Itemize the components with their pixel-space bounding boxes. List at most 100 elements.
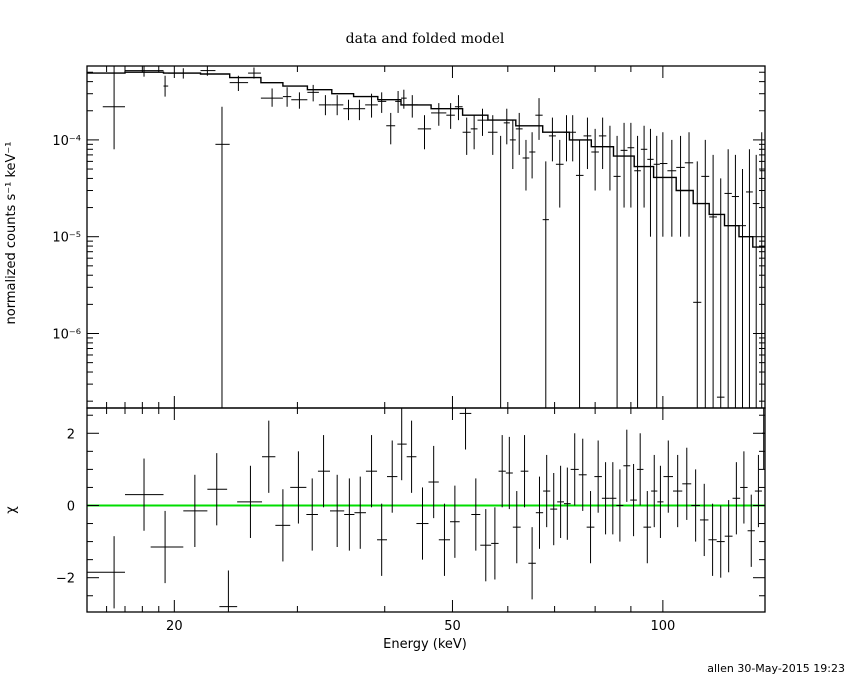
data-point — [470, 115, 478, 150]
residual-point — [708, 503, 717, 576]
data-point — [386, 112, 396, 145]
data-point — [462, 117, 471, 155]
residual-point — [535, 476, 544, 549]
residual-point — [428, 445, 439, 519]
residual-point — [716, 505, 725, 578]
data-point — [406, 95, 418, 118]
data-point — [738, 169, 746, 408]
data-point — [331, 95, 344, 116]
data-point — [400, 89, 407, 109]
residual-point — [275, 489, 291, 562]
data-point — [446, 103, 455, 129]
data-point — [124, 66, 164, 77]
data-point — [569, 115, 576, 162]
residual-point — [609, 462, 617, 535]
data-point — [591, 128, 599, 191]
residual-point — [657, 465, 664, 538]
residual-point — [724, 500, 733, 573]
residual-point — [262, 420, 276, 493]
residual-point — [354, 476, 366, 549]
residual-point — [699, 483, 709, 557]
residual-point — [344, 478, 355, 551]
data-point — [709, 154, 717, 408]
data-point — [606, 125, 614, 191]
residual-point — [207, 453, 228, 526]
residual-point — [557, 465, 564, 538]
data-point — [759, 132, 765, 408]
data-point — [282, 87, 292, 107]
data-point — [724, 149, 732, 408]
residual-point — [329, 474, 345, 548]
data-point — [229, 75, 249, 92]
data-point — [745, 149, 753, 408]
data-point — [477, 108, 488, 136]
data-point — [676, 135, 685, 237]
data-point — [417, 115, 432, 150]
data-point — [542, 161, 549, 408]
residual-point — [459, 408, 472, 450]
residual-point — [601, 462, 610, 535]
data-point — [575, 139, 584, 408]
data-point — [487, 115, 498, 155]
data-point — [667, 139, 677, 237]
data-point — [752, 154, 760, 408]
residual-point — [365, 435, 378, 508]
residual-point — [150, 510, 184, 584]
data-point — [260, 88, 283, 107]
residual-point — [732, 462, 741, 535]
y-tick-label: 10⁻⁴ — [52, 134, 81, 149]
residual-point — [740, 451, 748, 524]
data-point — [395, 91, 401, 113]
data-point — [583, 117, 592, 170]
data-point — [701, 139, 710, 408]
x-axis-label: Energy (keV) — [383, 637, 467, 652]
data-point — [659, 132, 668, 237]
chi-tick-label: −2 — [56, 572, 75, 587]
data-point — [693, 161, 702, 408]
residual-point — [498, 435, 506, 508]
residual-point — [520, 435, 529, 508]
residual-point — [543, 454, 551, 528]
timestamp-stamp: allen 30-May-2015 19:23 — [707, 662, 845, 675]
chi-tick-label: 2 — [67, 427, 75, 442]
data-point — [343, 99, 354, 121]
data-point — [522, 139, 530, 191]
data-point — [716, 178, 725, 408]
data-point — [634, 135, 641, 408]
data-point — [215, 106, 230, 408]
top-panel: 10⁻⁴ 10⁻⁵ 10⁻⁶ — [52, 65, 766, 409]
x-tick-label: 50 — [444, 619, 461, 634]
data-point — [454, 95, 463, 121]
data-point — [653, 135, 660, 408]
residual-point — [438, 503, 451, 576]
data-point — [163, 75, 169, 97]
residual-point — [550, 472, 558, 546]
data-point — [509, 120, 516, 170]
data-point — [248, 67, 261, 79]
residual-point — [673, 454, 683, 528]
data-point — [684, 132, 694, 237]
residual-point — [219, 570, 238, 612]
data-point — [563, 115, 570, 162]
data-point — [548, 117, 556, 162]
data-point — [535, 98, 543, 140]
data-point — [515, 112, 523, 155]
data-point — [307, 84, 319, 102]
residual-point — [491, 507, 499, 580]
bottom-panel: −2 0 2 20 50 100 — [56, 407, 766, 634]
residual-point — [616, 469, 624, 542]
data-point — [168, 68, 201, 79]
residual-point — [528, 527, 536, 600]
data-point — [627, 122, 635, 208]
data-point — [731, 154, 739, 408]
residual-point — [570, 433, 579, 506]
x-tick-label: 20 — [166, 619, 183, 634]
residual-point — [124, 458, 164, 531]
residual-point — [630, 463, 637, 537]
residual-point — [317, 435, 330, 508]
residual-point — [636, 433, 644, 506]
data-point — [102, 66, 125, 150]
y-tick-label: 10⁻⁵ — [52, 231, 81, 246]
residual-point — [397, 408, 407, 481]
